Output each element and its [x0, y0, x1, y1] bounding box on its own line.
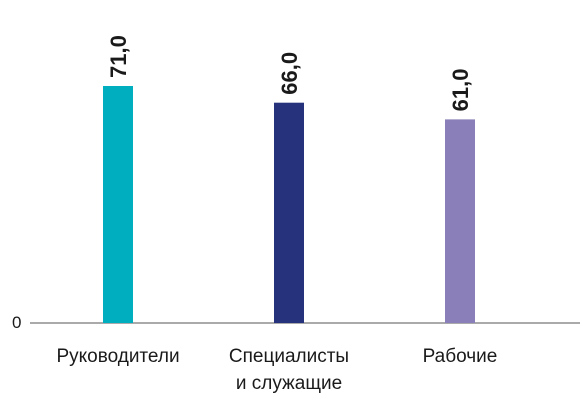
category-label-2-line-1: Специалисты [229, 346, 349, 367]
category-labels-group: Руководители Специалисты и служащие Рабочие [56, 346, 497, 394]
bar-2 [274, 102, 304, 323]
bars-group [103, 86, 475, 323]
value-label-1: 71,0 [106, 35, 131, 78]
category-label-3: Рабочие [423, 346, 498, 367]
value-label-2: 66,0 [277, 52, 302, 95]
category-label-1: Руководители [56, 346, 179, 367]
value-label-3: 61,0 [448, 69, 473, 112]
category-label-2-line-2: и служащие [236, 373, 342, 394]
bar-3 [445, 119, 475, 323]
y-axis-zero-label: 0 [12, 313, 21, 332]
bar-1 [103, 86, 133, 323]
value-labels-group: 71,0 66,0 61,0 [106, 35, 473, 111]
